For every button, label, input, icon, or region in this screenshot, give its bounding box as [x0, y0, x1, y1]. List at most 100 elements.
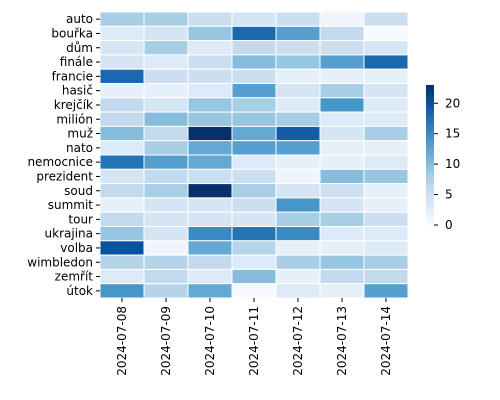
heatmap-cell — [363, 83, 409, 99]
heatmap-cell — [231, 211, 277, 227]
heatmap-cell — [275, 111, 321, 127]
heatmap-cell — [363, 268, 409, 285]
y-tick-label: wimbledon — [27, 255, 93, 269]
heatmap-cell — [363, 154, 409, 170]
heatmap-cell — [99, 197, 145, 213]
y-tick-label: nemocnice — [27, 155, 93, 169]
heatmap-cell — [143, 111, 189, 127]
heatmap-cell — [143, 140, 189, 156]
heatmap-cell — [275, 140, 321, 156]
colorbar-tick-label: 5 — [445, 188, 453, 202]
heatmap-cell — [99, 83, 145, 99]
x-tick-label: 2024-07-12 — [291, 306, 305, 376]
heatmap-cell — [231, 111, 277, 127]
heatmap-cells — [99, 11, 409, 299]
y-tick-label: soud — [64, 184, 93, 198]
heatmap-cell — [319, 97, 365, 113]
heatmap-cell — [231, 54, 277, 70]
heatmap-cell — [319, 68, 365, 84]
heatmap-cell — [99, 11, 145, 27]
heatmap-cell — [363, 283, 409, 299]
heatmap-cell — [187, 254, 233, 270]
heatmap-cell — [231, 268, 277, 285]
heatmap-cell — [275, 268, 321, 285]
heatmap-cell — [99, 140, 145, 156]
heatmap-cell — [187, 226, 233, 242]
heatmap-cell — [275, 183, 321, 199]
y-tick-label: auto — [66, 12, 93, 26]
heatmap-cell — [275, 254, 321, 270]
heatmap-cell — [231, 226, 277, 242]
heatmap-cell — [363, 68, 409, 84]
heatmap-cell — [99, 240, 145, 256]
heatmap-cell — [187, 154, 233, 170]
heatmap-cell — [187, 183, 233, 199]
heatmap-cell — [275, 83, 321, 99]
heatmap-cell — [99, 183, 145, 199]
heatmap-cell — [143, 211, 189, 227]
heatmap-cell — [143, 54, 189, 70]
heatmap-cell — [319, 11, 365, 27]
heatmap-cell — [363, 25, 409, 42]
heatmap-cell — [99, 25, 145, 42]
heatmap-cell — [275, 211, 321, 227]
heatmap-cell — [319, 197, 365, 213]
x-tick-label: 2024-07-14 — [379, 306, 393, 376]
y-tick-label: nato — [66, 141, 93, 155]
colorbar-gradient — [426, 85, 434, 225]
heatmap-cell — [231, 40, 277, 56]
y-tick-label: bouřka — [51, 26, 93, 40]
heatmap-cell — [363, 125, 409, 142]
heatmap-cell — [99, 68, 145, 84]
heatmap-cell — [275, 25, 321, 42]
heatmap-cell — [99, 54, 145, 70]
x-tick-label: 2024-07-10 — [203, 306, 217, 376]
heatmap-cell — [143, 226, 189, 242]
heatmap-cell — [319, 140, 365, 156]
heatmap-cell — [231, 25, 277, 42]
heatmap-cell — [143, 183, 189, 199]
heatmap-cell — [99, 226, 145, 242]
x-tick-label: 2024-07-09 — [159, 306, 173, 376]
colorbar-tick-label: 10 — [445, 157, 460, 171]
heatmap-cell — [319, 283, 365, 299]
heatmap-cell — [143, 254, 189, 270]
heatmap-cell — [319, 54, 365, 70]
colorbar-tick-label: 15 — [445, 127, 460, 141]
heatmap-cell — [143, 83, 189, 99]
heatmap-cell — [275, 125, 321, 142]
heatmap-cell — [275, 240, 321, 256]
heatmap-cell — [187, 83, 233, 99]
heatmap-cell — [187, 197, 233, 213]
heatmap-cell — [187, 54, 233, 70]
heatmap-cell — [143, 125, 189, 142]
heatmap-cell — [99, 111, 145, 127]
heatmap-cell — [99, 154, 145, 170]
heatmap-cell — [143, 283, 189, 299]
heatmap-cell — [187, 97, 233, 113]
heatmap-cell — [231, 197, 277, 213]
heatmap-cell — [319, 254, 365, 270]
y-tick-label: hasič — [62, 84, 93, 98]
heatmap-cell — [187, 140, 233, 156]
heatmap-cell — [363, 183, 409, 199]
y-tick-label: tour — [68, 212, 93, 226]
heatmap-cell — [99, 168, 145, 185]
heatmap-cell — [363, 197, 409, 213]
heatmap-cell — [275, 168, 321, 185]
colorbar-tick-label: 20 — [445, 96, 460, 110]
y-tick-label: muž — [67, 127, 93, 141]
heatmap-cell — [231, 254, 277, 270]
heatmap-cell — [319, 211, 365, 227]
y-tick-label: zemřít — [55, 270, 94, 284]
heatmap-cell — [231, 168, 277, 185]
heatmap-cell — [363, 240, 409, 256]
heatmap-cell — [187, 125, 233, 142]
y-tick-label: finále — [60, 55, 93, 69]
heatmap-cell — [363, 111, 409, 127]
heatmap-cell — [187, 268, 233, 285]
y-tick-label: prezident — [36, 169, 93, 183]
heatmap-cell — [363, 226, 409, 242]
heatmap-cell — [187, 40, 233, 56]
y-tick-label: milión — [56, 112, 93, 126]
